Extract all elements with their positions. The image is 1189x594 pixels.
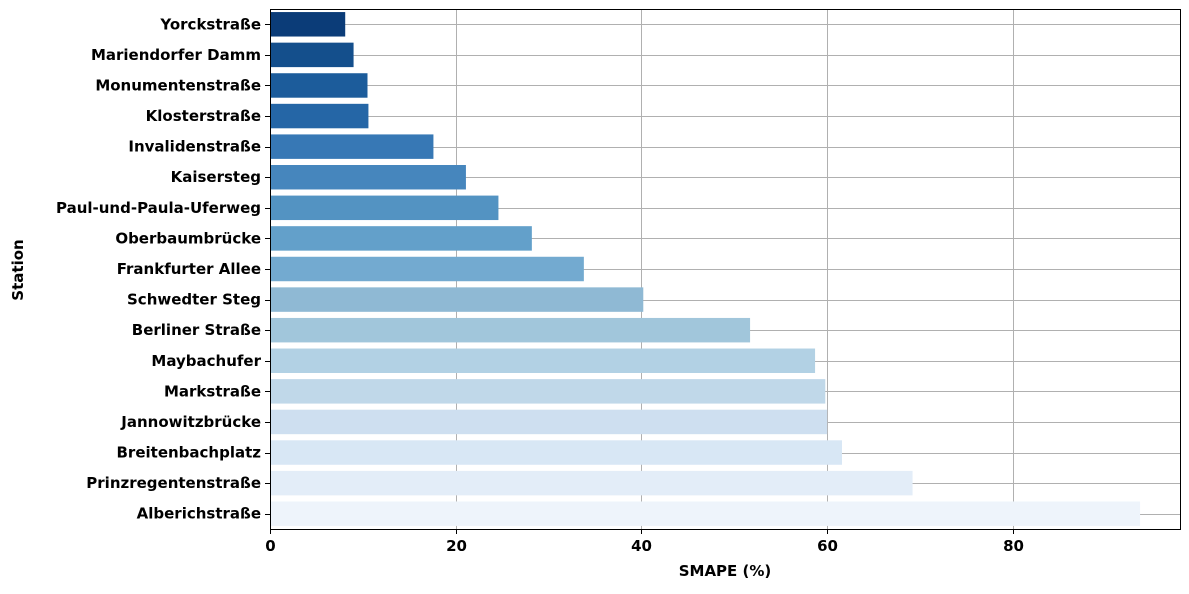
bar	[270, 42, 354, 68]
y-tick-label: Yorckstraße	[159, 15, 261, 33]
bar	[270, 256, 584, 282]
bars	[270, 12, 1141, 526]
bar	[270, 12, 346, 37]
y-axis-label: Station	[9, 239, 27, 300]
bar	[270, 470, 913, 496]
y-tick-label: Prinzregentenstraße	[86, 474, 261, 492]
y-tick-label: Alberichstraße	[137, 505, 261, 523]
x-tick-label: 80	[1003, 537, 1024, 555]
x-tick-label: 60	[817, 537, 838, 555]
y-tick-label: Berliner Straße	[132, 321, 261, 339]
ticks: 0 20 40 60 80 Yorckstraße Mariendorfer Damm Mon…	[56, 15, 1024, 555]
y-tick-label: Paul-und-Paula-Uferweg	[56, 199, 261, 217]
bar	[270, 195, 499, 221]
plot-frame	[270, 9, 1181, 530]
y-tick-label: Schwedter Steg	[127, 291, 261, 309]
bar	[270, 440, 842, 465]
bar	[270, 103, 369, 129]
y-tick-label: Invalidenstraße	[128, 138, 261, 156]
y-tick-label: Kaisersteg	[171, 168, 261, 186]
bar	[270, 317, 751, 343]
y-tick-label: Jannowitzbrücke	[120, 413, 261, 431]
x-tick-label: 0	[265, 537, 275, 555]
y-tick-label: Monumentenstraße	[95, 76, 261, 94]
bar	[270, 73, 368, 98]
y-tick-label: Frankfurter Allee	[117, 260, 261, 278]
y-tick-label: Oberbaumbrücke	[115, 229, 261, 247]
bar	[270, 165, 466, 190]
bar	[270, 409, 828, 435]
bar	[270, 379, 826, 404]
y-tick-label: Mariendorfer Damm	[91, 46, 261, 64]
bar	[270, 287, 644, 312]
bar	[270, 348, 816, 373]
y-tick-label: Breitenbachplatz	[117, 444, 262, 462]
bar	[270, 134, 434, 159]
bar	[270, 501, 1141, 526]
x-axis-label: SMAPE (%)	[679, 562, 772, 580]
bar	[270, 226, 532, 251]
x-tick-label: 40	[631, 537, 652, 555]
y-tick-label: Klosterstraße	[146, 107, 261, 125]
y-tick-label: Maybachufer	[151, 352, 261, 370]
y-tick-label: Markstraße	[164, 382, 261, 400]
x-tick-label: 20	[446, 537, 467, 555]
